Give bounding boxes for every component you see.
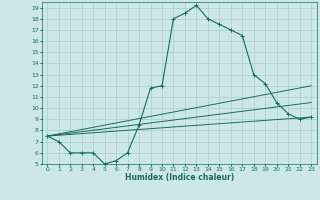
X-axis label: Humidex (Indice chaleur): Humidex (Indice chaleur) <box>124 173 234 182</box>
